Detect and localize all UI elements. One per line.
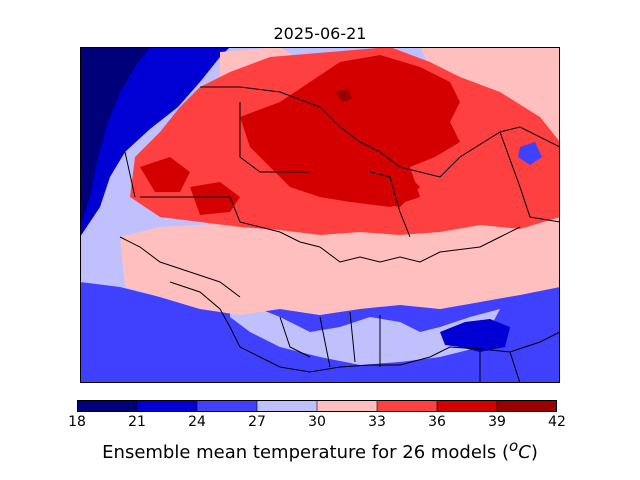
colorbar-tick-label: 27 — [248, 414, 266, 430]
hot-patch-west — [140, 157, 190, 192]
hot-patch-niger — [360, 167, 420, 207]
map-frame-border — [80, 47, 560, 383]
hottest-cell — [335, 89, 352, 102]
coastal-cold-contour — [80, 47, 150, 227]
colorbar-ticks: 18 21 24 27 30 33 36 39 42 — [68, 414, 566, 432]
colorbar — [77, 397, 558, 412]
colorbar-tick-label: 24 — [188, 414, 206, 430]
colorbar-segment — [77, 400, 138, 412]
colorbar-tick-label: 39 — [488, 414, 506, 430]
cool-patch-chad — [518, 142, 542, 165]
colorbar-tick-label: 36 — [428, 414, 446, 430]
colorbar-segment — [497, 400, 558, 412]
colorbar-segment — [437, 400, 498, 412]
colorbar-label-prefix: Ensemble mean temperature for 26 models … — [102, 442, 510, 463]
sahara-core-contour — [240, 55, 460, 207]
colorbar-label-suffix: ) — [530, 442, 538, 463]
colorbar-segment — [317, 400, 378, 412]
colorbar-label-degree: o — [509, 437, 519, 455]
temperature-map — [80, 47, 560, 383]
country-borders — [119, 86, 560, 383]
cold-patch-cameroon — [440, 319, 510, 352]
colorbar-segment — [137, 400, 198, 412]
colorbar-label-unit: C — [518, 442, 531, 463]
colorbar-tick-label: 30 — [308, 414, 326, 430]
colorbar-segment — [197, 400, 258, 412]
guinea-coast-band — [230, 297, 500, 365]
map-title: 2025-06-21 — [273, 24, 367, 43]
colorbar-tick-label: 33 — [368, 414, 386, 430]
hot-patch-mauritania — [190, 182, 240, 215]
colorbar-segment — [377, 400, 438, 412]
colorbar-tick-label: 21 — [128, 414, 146, 430]
colorbar-segment — [257, 400, 318, 412]
colorbar-tick-label: 18 — [68, 414, 86, 430]
colorbar-label: Ensemble mean temperature for 26 models … — [0, 437, 640, 463]
colorbar-tick-label: 42 — [548, 414, 566, 430]
